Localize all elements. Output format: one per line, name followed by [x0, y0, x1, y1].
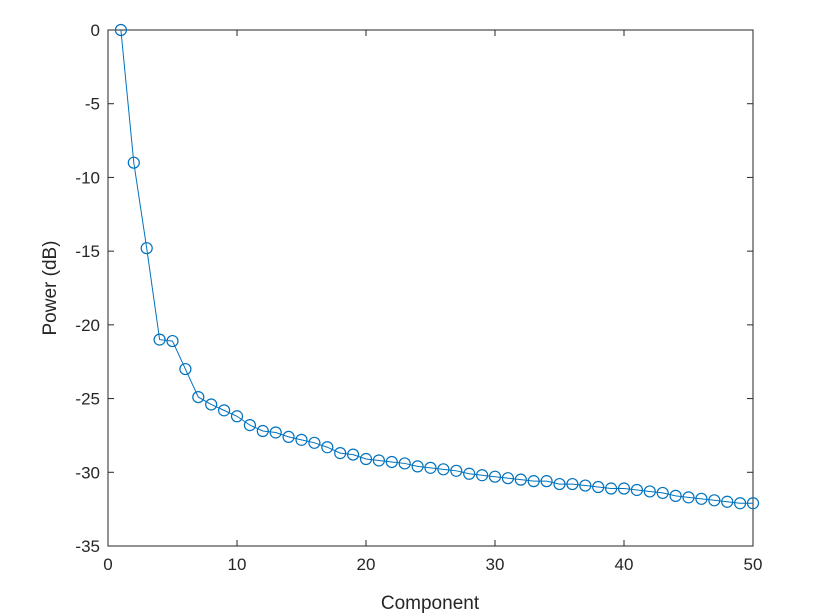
data-point [501, 472, 514, 485]
data-point [282, 430, 295, 444]
y-tick-label-5: -25 [75, 390, 100, 409]
data-point [450, 464, 463, 477]
data-point [476, 469, 489, 482]
data-point [205, 398, 218, 411]
data-point [592, 480, 605, 494]
data-point [617, 482, 631, 495]
y-tick-label-0: 0 [91, 21, 100, 40]
data-point [385, 455, 398, 469]
data-point [127, 156, 140, 169]
data-point [269, 426, 282, 439]
x-tick-label-1: 10 [228, 555, 247, 574]
data-point [708, 494, 721, 507]
data-point [424, 461, 437, 474]
data-point [656, 486, 669, 500]
data-point [398, 457, 411, 470]
data-point [166, 334, 179, 348]
data-point [669, 489, 682, 502]
data-point [527, 475, 540, 488]
data-point [295, 433, 308, 446]
data-point [218, 404, 231, 417]
data-point [243, 419, 256, 432]
data-point [604, 482, 618, 495]
data-point [179, 362, 192, 376]
data-point [695, 492, 708, 505]
x-tick-label-0: 0 [103, 555, 112, 574]
data-point [308, 436, 321, 449]
y-tick-label-6: -30 [75, 463, 100, 482]
data-point [114, 23, 128, 37]
data-point [437, 463, 450, 476]
data-point [256, 424, 269, 438]
data-point [514, 473, 527, 486]
x-tick-label-3: 30 [486, 555, 505, 574]
data-point [721, 495, 734, 508]
data-point [192, 390, 205, 404]
axis-tick-labels: 0 10 20 30 40 50 0 -5 -10 -15 -20 -25 -30 -35 [75, 21, 762, 574]
y-tick-label-3: -15 [75, 242, 100, 261]
data-point [553, 477, 566, 491]
data-series [114, 23, 760, 510]
data-point [140, 242, 153, 255]
data-point [630, 483, 644, 497]
data-point [566, 477, 579, 491]
data-point [153, 333, 166, 346]
series-line-0 [120, 29, 753, 504]
data-point [746, 497, 760, 510]
y-tick-label-2: -10 [75, 168, 100, 187]
x-axis-label: Component [381, 593, 480, 614]
x-tick-label-4: 40 [615, 555, 634, 574]
x-tick-label-2: 20 [357, 555, 376, 574]
data-point [411, 460, 424, 473]
data-point [321, 441, 334, 454]
plot-area [108, 30, 753, 546]
data-point [643, 485, 656, 498]
data-point [347, 448, 360, 461]
x-tick-label-5: 50 [744, 555, 763, 574]
data-point [540, 475, 553, 488]
data-point [733, 497, 747, 510]
data-point [488, 470, 502, 483]
data-point [372, 454, 385, 467]
data-point [334, 447, 347, 460]
data-point [230, 410, 244, 423]
y-axis-label: Power (dB) [40, 240, 61, 335]
data-point [682, 491, 695, 504]
data-point [579, 479, 592, 492]
y-tick-label-4: -20 [75, 316, 100, 335]
y-tick-label-7: -35 [75, 537, 100, 556]
plot-frame [107, 29, 754, 547]
data-point [463, 467, 476, 480]
data-point [359, 452, 373, 466]
y-tick-label-1: -5 [85, 95, 100, 114]
